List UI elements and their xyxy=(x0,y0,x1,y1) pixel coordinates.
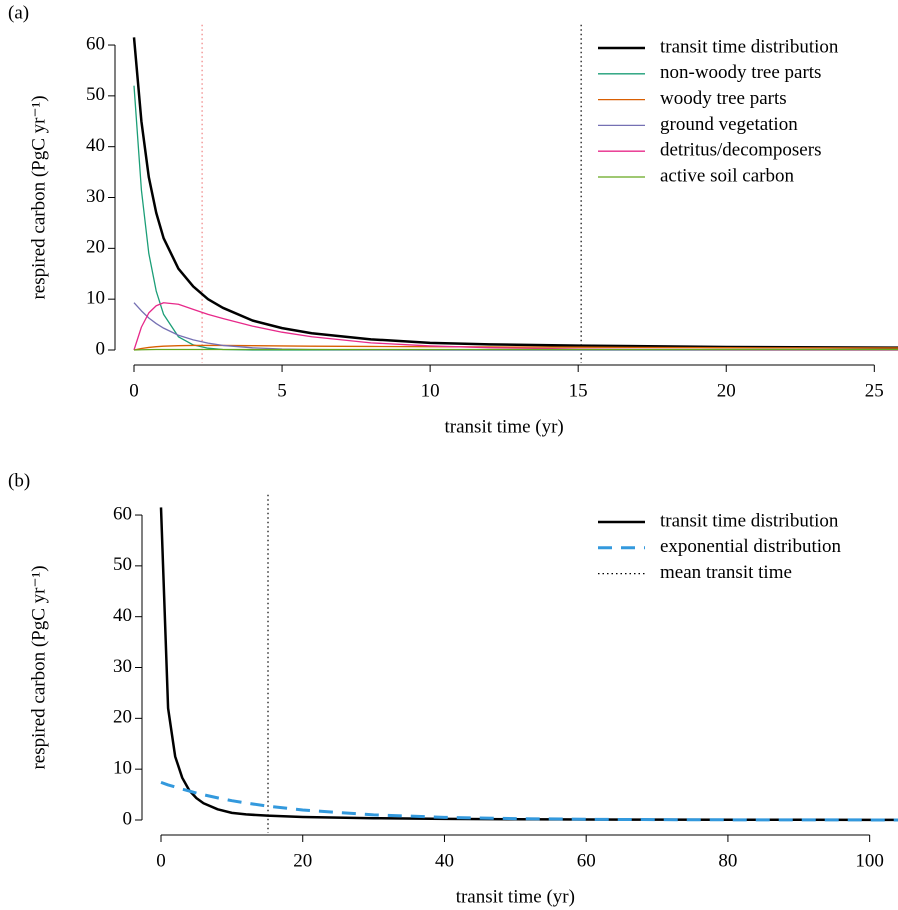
y-tick-label: 10 xyxy=(113,758,132,779)
series-line xyxy=(133,348,898,351)
y-axis-label: respired carbon (PgC yr⁻¹) xyxy=(28,95,49,299)
legend-label: detritus/decomposers xyxy=(660,140,821,161)
plot-area xyxy=(159,494,898,833)
series-line xyxy=(159,507,898,822)
legend-label: woody tree parts xyxy=(660,88,787,109)
y-tick-label: 50 xyxy=(86,84,105,105)
x-tick-label: 100 xyxy=(855,850,884,871)
legend-label: mean transit time xyxy=(660,562,792,583)
panel-label: (b) xyxy=(8,470,30,491)
y-tick-label: 30 xyxy=(113,656,132,677)
x-axis-label: transit time (yr) xyxy=(456,886,575,907)
y-tick-label: 0 xyxy=(96,338,106,359)
panel-label: (a) xyxy=(8,2,29,23)
x-tick-label: 0 xyxy=(156,850,166,871)
series-line xyxy=(133,302,898,351)
series-line xyxy=(132,37,898,349)
y-tick-label: 0 xyxy=(123,808,133,829)
x-tick-label: 60 xyxy=(577,850,596,871)
x-axis-label: transit time (yr) xyxy=(445,416,564,437)
x-tick-label: 25 xyxy=(865,380,884,401)
y-tick-label: 60 xyxy=(86,33,105,54)
series-line xyxy=(133,344,898,351)
y-tick-label: 40 xyxy=(113,605,132,626)
x-tick-label: 20 xyxy=(717,380,736,401)
y-tick-label: 50 xyxy=(113,554,132,575)
series-line xyxy=(133,302,898,351)
x-tick-label: 20 xyxy=(293,850,312,871)
plot-area xyxy=(132,24,898,363)
y-tick-label: 40 xyxy=(86,135,105,156)
y-tick-label: 60 xyxy=(113,503,132,524)
x-tick-label: 10 xyxy=(421,380,440,401)
y-tick-label: 20 xyxy=(113,707,132,728)
x-tick-label: 0 xyxy=(129,380,139,401)
y-tick-label: 30 xyxy=(86,186,105,207)
legend-label: active soil carbon xyxy=(660,165,795,186)
y-axis-label: respired carbon (PgC yr⁻¹) xyxy=(28,565,49,769)
x-tick-label: 15 xyxy=(569,380,588,401)
legend-label: exponential distribution xyxy=(660,536,842,557)
y-tick-label: 10 xyxy=(86,288,105,309)
x-tick-label: 5 xyxy=(277,380,287,401)
series-line xyxy=(160,780,898,822)
x-tick-label: 40 xyxy=(435,850,454,871)
legend-label: transit time distribution xyxy=(660,36,839,57)
x-tick-label: 80 xyxy=(718,850,737,871)
y-tick-label: 20 xyxy=(86,237,105,258)
legend-label: transit time distribution xyxy=(660,510,839,531)
legend-label: non-woody tree parts xyxy=(660,62,821,83)
legend-label: ground vegetation xyxy=(660,114,798,135)
